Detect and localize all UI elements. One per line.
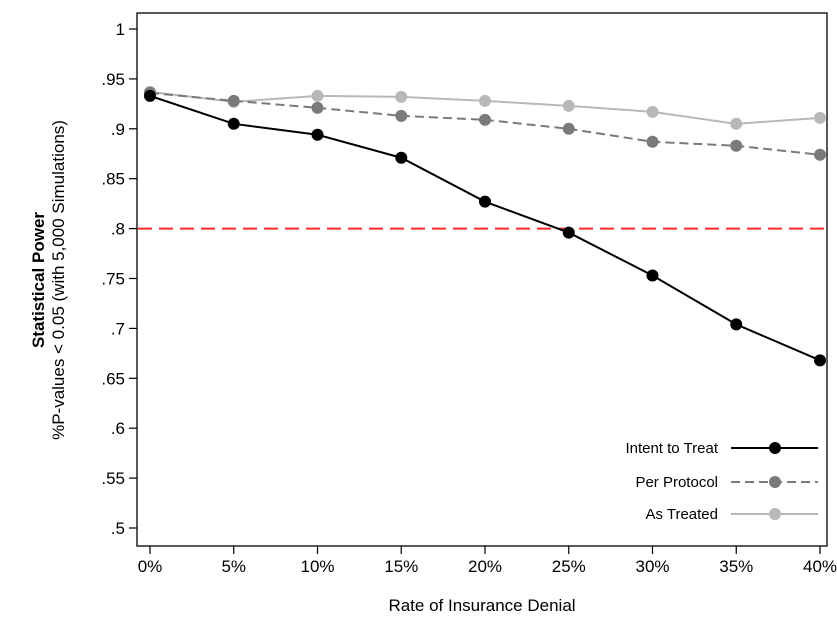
data-point [479,94,491,107]
y-tick-label: .8 [111,220,125,239]
series-layer [144,85,826,367]
legend-label: As Treated [645,506,718,523]
x-tick-label: 25% [552,557,586,576]
data-point [395,109,408,122]
x-axis: 0% 5% 10% 15% 20% 25% 30% 35% 40% [138,546,837,576]
x-tick-label: 30% [635,557,669,576]
data-point [227,117,240,130]
plot-frame [136,12,828,547]
y-tick-label: .7 [111,319,125,338]
data-point [562,226,575,239]
x-tick-label: 5% [221,557,246,576]
legend-marker [769,476,781,488]
x-tick-label: 20% [468,557,502,576]
data-point [395,90,408,103]
series-intent-to-treat [144,89,826,367]
x-tick-label: 15% [384,557,418,576]
data-point [814,111,826,124]
data-point [730,117,743,130]
data-point [227,94,240,107]
x-axis-label: Rate of Insurance Denial [388,596,575,615]
y-axis: 1 .95 .9 .85 .8 .75 .7 .65 .6 .55 .5 [101,20,137,538]
x-tick-label: 40% [803,557,837,576]
x-tick-label: 35% [719,557,753,576]
data-point [311,89,324,102]
data-point [144,89,156,102]
data-point [646,135,659,148]
data-point [646,269,659,282]
x-tick-label: 10% [300,557,334,576]
legend-marker [769,508,781,520]
legend: Intent to Treat Per Protocol As Treated [625,440,818,523]
series-per-protocol [144,86,826,161]
data-point [646,105,659,118]
data-point [311,128,324,141]
data-point [730,139,743,152]
y-tick-label: .95 [101,70,125,89]
data-point [395,151,408,164]
data-point [814,148,826,161]
y-tick-label: .65 [101,369,125,388]
y-tick-label: .55 [101,469,125,488]
legend-label: Intent to Treat [625,440,718,457]
data-point [562,99,575,112]
data-point [814,354,826,367]
data-point [562,122,575,135]
y-tick-label: 1 [116,20,125,39]
y-axis-label: %P-values < 0.05 (with 5,000 Simulations… [49,120,68,440]
data-point [730,318,743,331]
y-tick-label: .75 [101,270,125,289]
y-axis-title: Statistical Power [29,212,48,348]
data-point [479,113,491,126]
legend-label: Per Protocol [635,474,718,491]
y-tick-label: .5 [111,519,125,538]
data-point [479,195,491,208]
legend-marker [769,442,781,454]
y-tick-label: .6 [111,419,125,438]
y-tick-label: .9 [111,120,125,139]
data-point [311,101,324,114]
y-tick-label: .85 [101,170,125,189]
x-tick-label: 0% [138,557,163,576]
